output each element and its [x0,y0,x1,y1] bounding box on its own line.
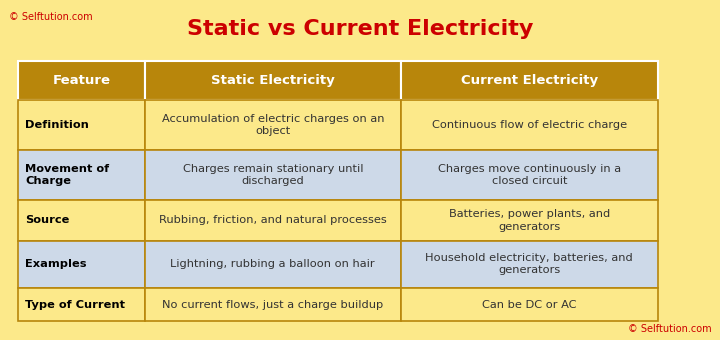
Text: No current flows, just a charge buildup: No current flows, just a charge buildup [162,300,384,310]
Text: Static Electricity: Static Electricity [211,74,335,87]
FancyBboxPatch shape [18,240,145,288]
Text: © Selftution.com: © Selftution.com [9,12,92,22]
FancyBboxPatch shape [18,61,145,100]
FancyBboxPatch shape [145,150,401,200]
Text: Source: Source [25,215,70,225]
Text: Type of Current: Type of Current [25,300,125,310]
FancyBboxPatch shape [401,288,657,321]
Text: Charges move continuously in a
closed circuit: Charges move continuously in a closed ci… [438,164,621,186]
Text: Examples: Examples [25,259,86,269]
FancyBboxPatch shape [145,200,401,240]
FancyBboxPatch shape [18,150,145,200]
FancyBboxPatch shape [145,61,401,100]
FancyBboxPatch shape [18,288,145,321]
FancyBboxPatch shape [401,200,657,240]
Text: Current Electricity: Current Electricity [461,74,598,87]
Text: Household electricity, batteries, and
generators: Household electricity, batteries, and ge… [426,253,633,275]
Text: Continuous flow of electric charge: Continuous flow of electric charge [432,120,627,130]
Text: Movement of
Charge: Movement of Charge [25,164,109,186]
Text: © Selftution.com: © Selftution.com [628,324,711,334]
Text: Can be DC or AC: Can be DC or AC [482,300,577,310]
FancyBboxPatch shape [401,100,657,150]
FancyBboxPatch shape [18,200,145,240]
Text: Rubbing, friction, and natural processes: Rubbing, friction, and natural processes [159,215,387,225]
Text: Accumulation of electric charges on an
object: Accumulation of electric charges on an o… [161,114,384,136]
FancyBboxPatch shape [401,240,657,288]
FancyBboxPatch shape [18,100,145,150]
Text: Charges remain stationary until
discharged: Charges remain stationary until discharg… [183,164,363,186]
FancyBboxPatch shape [401,61,657,100]
Text: Lightning, rubbing a balloon on hair: Lightning, rubbing a balloon on hair [171,259,375,269]
FancyBboxPatch shape [401,150,657,200]
FancyBboxPatch shape [145,288,401,321]
Text: Static vs Current Electricity: Static vs Current Electricity [186,19,534,39]
Text: Definition: Definition [25,120,89,130]
FancyBboxPatch shape [145,100,401,150]
Text: Batteries, power plants, and
generators: Batteries, power plants, and generators [449,209,610,232]
Text: Feature: Feature [53,74,110,87]
FancyBboxPatch shape [145,240,401,288]
